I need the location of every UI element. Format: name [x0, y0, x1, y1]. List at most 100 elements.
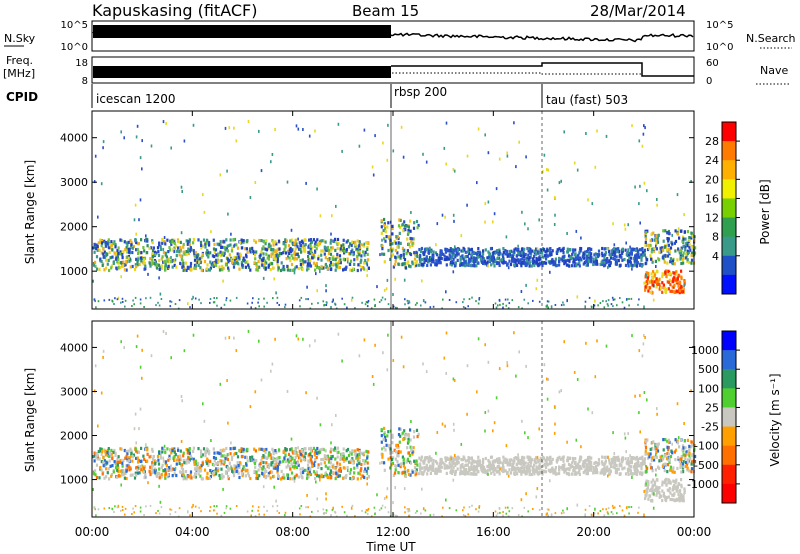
- power-cell: [127, 256, 130, 260]
- power-cell: [275, 291, 277, 295]
- power-cell: [267, 265, 270, 269]
- velocity-cell: [521, 469, 524, 473]
- velocity-cell: [274, 462, 277, 466]
- velocity-cell: [350, 452, 353, 456]
- velocity-cell: [297, 463, 300, 467]
- power-cell: [254, 181, 257, 184]
- velocity-cell: [502, 459, 505, 463]
- power-cell: [522, 251, 525, 255]
- power-cell: [229, 243, 232, 247]
- power-cell: [137, 256, 140, 260]
- power-cell: [95, 243, 98, 247]
- velocity-cell: [428, 455, 431, 459]
- power-cell: [135, 232, 137, 236]
- power-cell: [667, 239, 670, 243]
- power-cell: [361, 250, 365, 254]
- power-cell: [285, 251, 288, 255]
- velocity-cell: [283, 456, 286, 460]
- velocity-cell: [204, 454, 207, 458]
- power-cell: [394, 277, 396, 281]
- velocity-cell: [424, 456, 427, 460]
- power-cell: [399, 225, 402, 230]
- power-cell: [260, 169, 263, 173]
- power-cell: [471, 296, 473, 299]
- power-cell: [635, 247, 639, 251]
- power-cell: [151, 241, 154, 245]
- power-cell: [348, 262, 351, 266]
- velocity-cell: [690, 470, 693, 474]
- velocity-cell: [669, 455, 673, 459]
- power-cell: [302, 262, 305, 266]
- power-cell: [679, 229, 682, 233]
- velocity-cell: [545, 462, 548, 466]
- velocity-cell: [561, 464, 565, 468]
- power-cell: [432, 305, 435, 308]
- velocity-cell: [395, 445, 398, 449]
- velocity-cell: [112, 450, 115, 454]
- power-cell: [518, 140, 520, 144]
- velocity-cell: [293, 476, 296, 480]
- power-cell: [217, 260, 219, 264]
- power-cell: [110, 266, 113, 270]
- velocity-cell: [404, 436, 407, 441]
- velocity-cell: [383, 431, 386, 435]
- velocity-cell: [642, 462, 645, 466]
- power-cell: [673, 262, 676, 266]
- power-cell: [651, 260, 654, 264]
- power-cell: [407, 225, 410, 229]
- power-cell: [153, 250, 156, 254]
- velocity-cell: [237, 470, 240, 474]
- power-cell: [320, 258, 323, 262]
- power-cell: [568, 248, 572, 252]
- velocity-cell: [242, 465, 245, 469]
- velocity-cell: [394, 464, 397, 468]
- velocity-cell: [404, 474, 408, 478]
- power-cell: [336, 237, 340, 242]
- velocity-cell: [223, 449, 226, 453]
- velocity-cell: [121, 473, 124, 477]
- velocity-cell: [313, 453, 316, 457]
- velocity-cell: [396, 459, 399, 464]
- power-cell: [678, 236, 681, 240]
- power-cell: [484, 248, 487, 252]
- power-cell: [645, 274, 647, 278]
- velocity-cell: [357, 456, 360, 460]
- power-cell: [425, 160, 428, 164]
- velocity-cell: [172, 456, 175, 460]
- power-cell: [668, 232, 670, 236]
- power-cell: [233, 237, 237, 242]
- velocity-cell: [137, 465, 140, 469]
- power-cell: [452, 257, 455, 261]
- power-cell: [127, 240, 130, 244]
- power-cell: [686, 259, 689, 263]
- power-cell: [285, 257, 288, 261]
- power-cell: [507, 266, 510, 270]
- velocity-cell: [192, 457, 195, 461]
- power-cell: [599, 302, 602, 304]
- power-cell: [244, 260, 247, 264]
- velocity-cell: [585, 458, 589, 462]
- velocity-cell: [653, 481, 656, 486]
- velocity-cell: [188, 447, 191, 451]
- velocity-cell: [522, 460, 525, 464]
- power-cell: [266, 301, 268, 304]
- power-cell: [627, 248, 630, 252]
- power-cell: [657, 282, 660, 287]
- velocity-cell: [116, 475, 119, 479]
- velocity-cell: [177, 455, 180, 459]
- velocity-cell: [478, 459, 481, 463]
- velocity-cell: [476, 461, 479, 465]
- power-cell: [300, 250, 303, 254]
- velocity-cell: [406, 446, 409, 450]
- power-cell: [682, 290, 685, 294]
- power-cell: [561, 255, 565, 259]
- velocity-cell: [408, 472, 411, 476]
- velocity-cell: [688, 451, 691, 455]
- velocity-cell: [649, 462, 652, 466]
- power-cell: [224, 248, 227, 252]
- power-cell: [315, 262, 318, 266]
- power-cell: [339, 258, 342, 262]
- power-cell: [422, 262, 425, 266]
- freq-label: Freq.: [6, 54, 33, 67]
- freq-unit-label: [MHz]: [3, 67, 35, 80]
